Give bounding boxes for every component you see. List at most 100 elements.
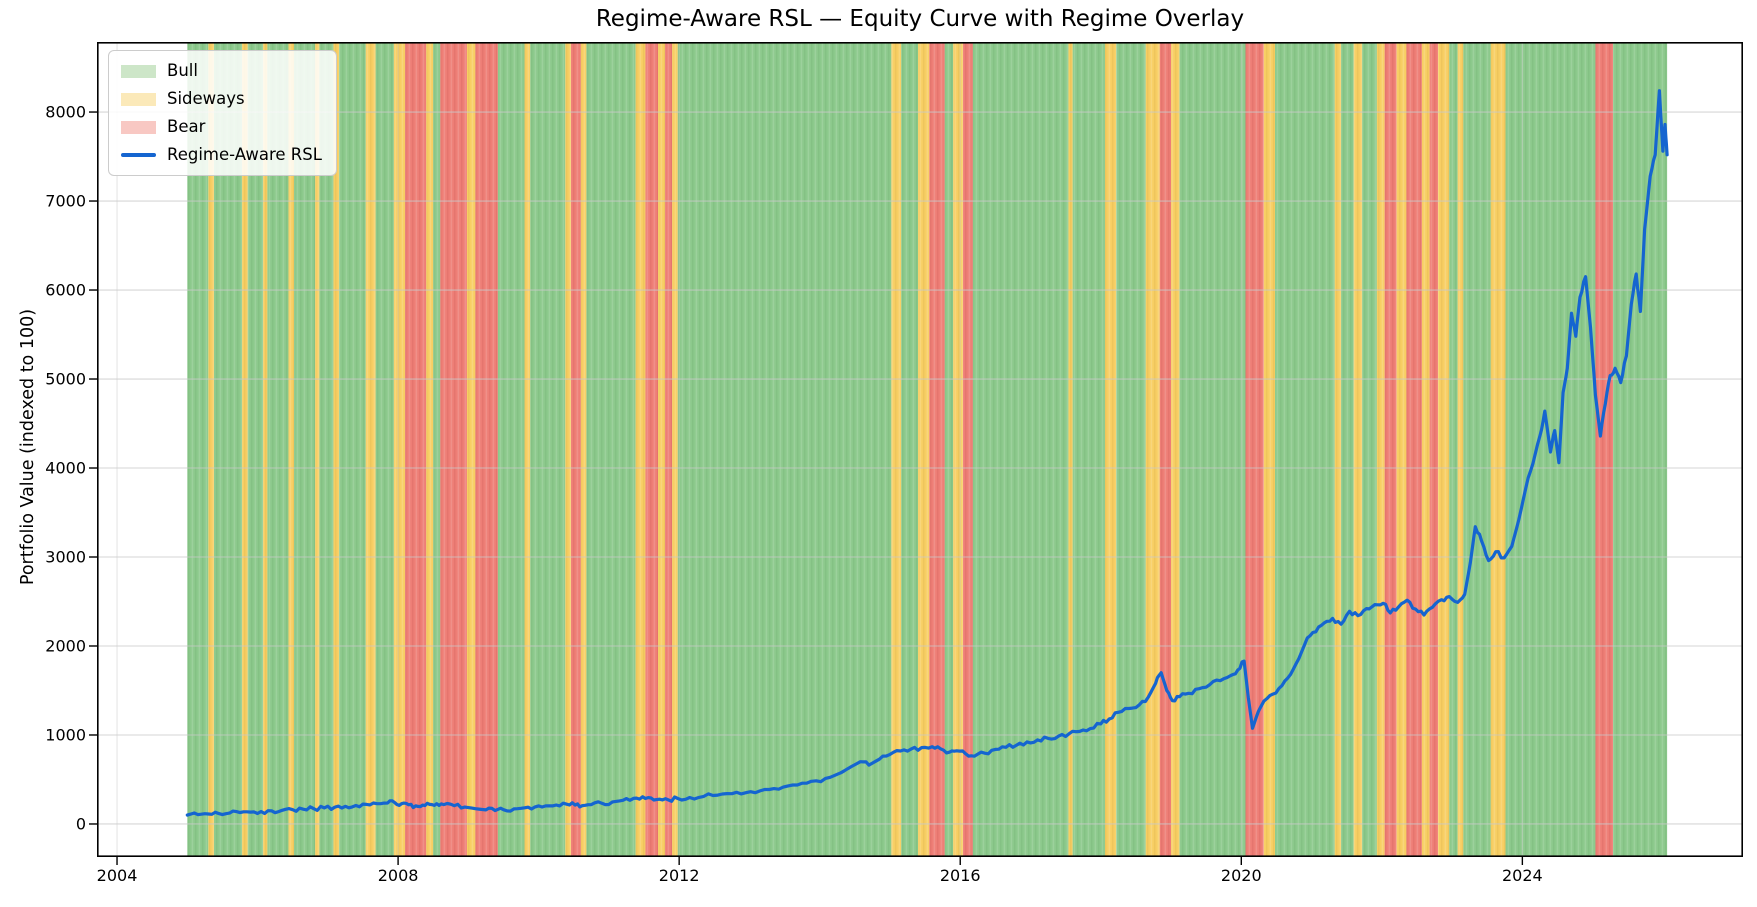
y-tick-label: 1000: [45, 725, 86, 745]
bear-swatch-icon: [121, 120, 156, 134]
regime-band-bull: [1362, 42, 1377, 857]
equity-curve-line: [185, 89, 1669, 817]
regime-band-sideways: [1263, 42, 1276, 857]
regime-band-bear: [405, 42, 427, 857]
regime-band-sideways: [1376, 42, 1385, 857]
regime-band-bull: [497, 42, 525, 857]
regime-band-bull: [530, 42, 566, 857]
regime-band-bull: [267, 42, 289, 857]
chart-title: Regime-Aware RSL — Equity Curve with Reg…: [595, 6, 1245, 32]
rsl-line-swatch-icon: [121, 153, 156, 157]
bull-swatch-icon: [121, 64, 156, 78]
x-tick-label: 2024: [1502, 866, 1543, 885]
regime-band-sideways: [918, 42, 930, 857]
y-tick-label: 0: [75, 814, 86, 834]
tick-marks-layer: [89, 111, 1524, 865]
regime-band-bull: [901, 42, 919, 857]
regime-band-sideways: [1457, 42, 1464, 857]
equity-curve-layer: [185, 89, 1669, 817]
regime-band-bull: [1449, 42, 1458, 857]
regime-band-sideways: [1334, 42, 1342, 857]
regime-band-bull: [1613, 42, 1668, 857]
regime-band-bull: [339, 42, 366, 857]
regime-band-bear: [665, 42, 673, 857]
regime-band-bear: [1245, 42, 1264, 857]
y-tick-label: 7000: [45, 191, 86, 211]
regime-band-sideways: [658, 42, 666, 857]
regime-bands-layer: [187, 42, 1668, 857]
regime-band-bull: [319, 42, 334, 857]
sideways-swatch-icon: [121, 92, 156, 106]
regime-band-bull: [294, 42, 316, 857]
legend-label-rsl: Regime-Aware RSL: [167, 144, 322, 164]
regime-band-bear: [1429, 42, 1439, 857]
regime-band-bear: [929, 42, 945, 857]
regime-band-bull: [1341, 42, 1354, 857]
x-tick-label: 2012: [658, 866, 700, 885]
regime-band-bear: [1384, 42, 1397, 857]
regime-band-bear: [570, 42, 581, 857]
legend: Bull Sideways Bear Regime-Aware RSL: [108, 50, 337, 176]
y-tick-label: 6000: [45, 280, 86, 300]
regime-band-sideways: [1490, 42, 1506, 857]
regime-band-bull: [1072, 42, 1105, 857]
regime-band-sideways: [565, 42, 571, 857]
regime-band-sideways: [365, 42, 376, 857]
regime-band-bull: [1275, 42, 1335, 857]
regime-band-bull: [433, 42, 441, 857]
x-tick-label: 2004: [96, 866, 138, 885]
regime-band-sideways: [1171, 42, 1180, 857]
axes-frame: [97, 42, 1744, 858]
regime-band-sideways: [635, 42, 646, 857]
legend-item-bull: Bull: [121, 60, 322, 82]
legend-label-sideways: Sideways: [167, 88, 245, 108]
regime-band-bear: [963, 42, 973, 857]
y-tick-label: 5000: [45, 369, 86, 389]
y-tick-label: 3000: [45, 547, 86, 567]
regime-band-sideways: [393, 42, 406, 857]
gridlines-layer: [97, 42, 1743, 857]
regime-band-sideways: [466, 42, 476, 857]
regime-band-sideways: [1104, 42, 1117, 857]
y-tick-label: 8000: [45, 102, 86, 122]
regime-band-sideways: [315, 42, 320, 857]
regime-band-bull: [375, 42, 394, 857]
regime-band-sideways: [1396, 42, 1407, 857]
regime-band-bear: [1159, 42, 1172, 857]
regime-band-bull: [187, 42, 209, 857]
regime-band-sideways: [672, 42, 678, 857]
regime-band-bull: [1179, 42, 1246, 857]
regime-band-sideways: [1353, 42, 1363, 857]
legend-item-sideways: Sideways: [121, 88, 322, 110]
regime-band-bear: [1595, 42, 1614, 857]
regime-band-bull: [247, 42, 264, 857]
regime-band-sideways: [333, 42, 340, 857]
regime-band-sideways: [1068, 42, 1073, 857]
y-tick-label: 4000: [45, 458, 86, 478]
legend-item-rsl: Regime-Aware RSL: [121, 144, 322, 166]
regime-band-bull: [1463, 42, 1491, 857]
regime-band-bull: [972, 42, 1069, 857]
x-tick-label: 2008: [377, 866, 419, 885]
regime-band-bear: [645, 42, 659, 857]
regime-band-bull: [213, 42, 243, 857]
legend-label-bull: Bull: [167, 60, 198, 80]
regime-band-bear: [475, 42, 498, 857]
regime-band-sideways: [1421, 42, 1430, 857]
regime-band-sideways: [263, 42, 268, 857]
regime-band-bull: [677, 42, 892, 857]
regime-band-bull: [944, 42, 954, 857]
regime-band-sideways: [524, 42, 531, 857]
regime-band-sideways: [288, 42, 295, 857]
legend-label-bear: Bear: [167, 116, 206, 136]
x-tick-label: 2016: [939, 866, 981, 885]
regime-band-sideways: [891, 42, 902, 857]
x-tick-label: 2020: [1220, 866, 1262, 885]
regime-band-bull: [1116, 42, 1146, 857]
regime-band-bull: [586, 42, 636, 857]
legend-item-bear: Bear: [121, 116, 322, 138]
y-tick-label: 2000: [45, 636, 86, 656]
regime-band-sideways: [242, 42, 248, 857]
